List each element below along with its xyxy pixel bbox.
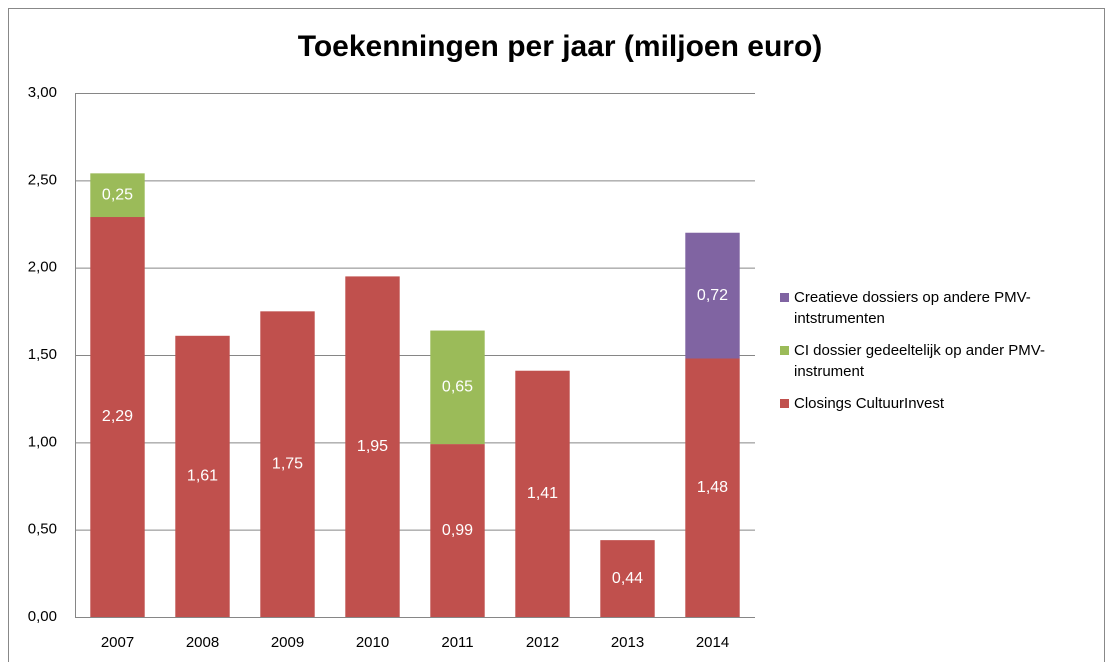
value-label: 1,41 (527, 485, 558, 502)
value-label: 0,99 (442, 522, 473, 539)
value-label: 1,61 (187, 468, 218, 485)
x-tick-label: 2014 (696, 634, 729, 651)
value-label: 0,72 (697, 287, 728, 304)
bar-segment (345, 276, 400, 617)
y-tick-label: 1,50 (28, 346, 57, 363)
y-tick-label: 2,00 (28, 259, 57, 276)
bar-segment (430, 330, 485, 445)
value-label: 1,95 (357, 438, 388, 455)
legend: Creatieve dossiers op andere PMV-intstru… (780, 287, 1090, 425)
x-tick-label: 2012 (526, 634, 559, 651)
legend-item: CI dossier gedeeltelijk op ander PMV-ins… (780, 340, 1090, 382)
legend-swatch (780, 399, 789, 408)
y-tick-label: 2,50 (28, 171, 57, 188)
y-tick-label: 1,00 (28, 433, 57, 450)
chart-border (8, 8, 1105, 662)
y-tick-label: 0,00 (28, 608, 57, 625)
value-label: 0,25 (102, 186, 133, 203)
chart-title: Toekenningen per jaar (miljoen euro) (298, 30, 823, 63)
legend-label: Closings CultuurInvest (794, 395, 945, 412)
y-tick-label: 0,50 (28, 521, 57, 538)
value-label: 0,65 (442, 379, 473, 396)
legend-item: Creatieve dossiers op andere PMV-intstru… (780, 287, 1090, 329)
bar-segment (515, 370, 570, 617)
bar-segment (685, 358, 740, 617)
x-tick-label: 2009 (271, 634, 304, 651)
legend-label: CI dossier gedeeltelijk op ander PMV-ins… (794, 342, 1045, 380)
x-tick-label: 2008 (186, 634, 219, 651)
x-tick-label: 2010 (356, 634, 389, 651)
x-tick-label: 2011 (441, 634, 473, 651)
legend-swatch (780, 346, 789, 355)
bar-segment (175, 335, 230, 617)
x-tick-label: 2013 (611, 634, 644, 651)
legend-item: Closings CultuurInvest (780, 393, 1090, 414)
legend-swatch (780, 293, 789, 302)
bar-segment (430, 444, 485, 617)
bar-segment (90, 173, 145, 218)
bar-segment (685, 232, 740, 359)
y-tick-label: 3,00 (28, 84, 57, 101)
x-tick-label: 2007 (101, 634, 134, 651)
bar-segment (90, 217, 145, 617)
value-label: 2,29 (102, 408, 133, 425)
value-label: 0,44 (612, 570, 643, 587)
legend-label: Creatieve dossiers op andere PMV-intstru… (794, 289, 1031, 327)
value-label: 1,48 (697, 479, 728, 496)
bar-segment (260, 311, 315, 617)
bar-segment (600, 540, 655, 617)
value-label: 1,75 (272, 455, 303, 472)
